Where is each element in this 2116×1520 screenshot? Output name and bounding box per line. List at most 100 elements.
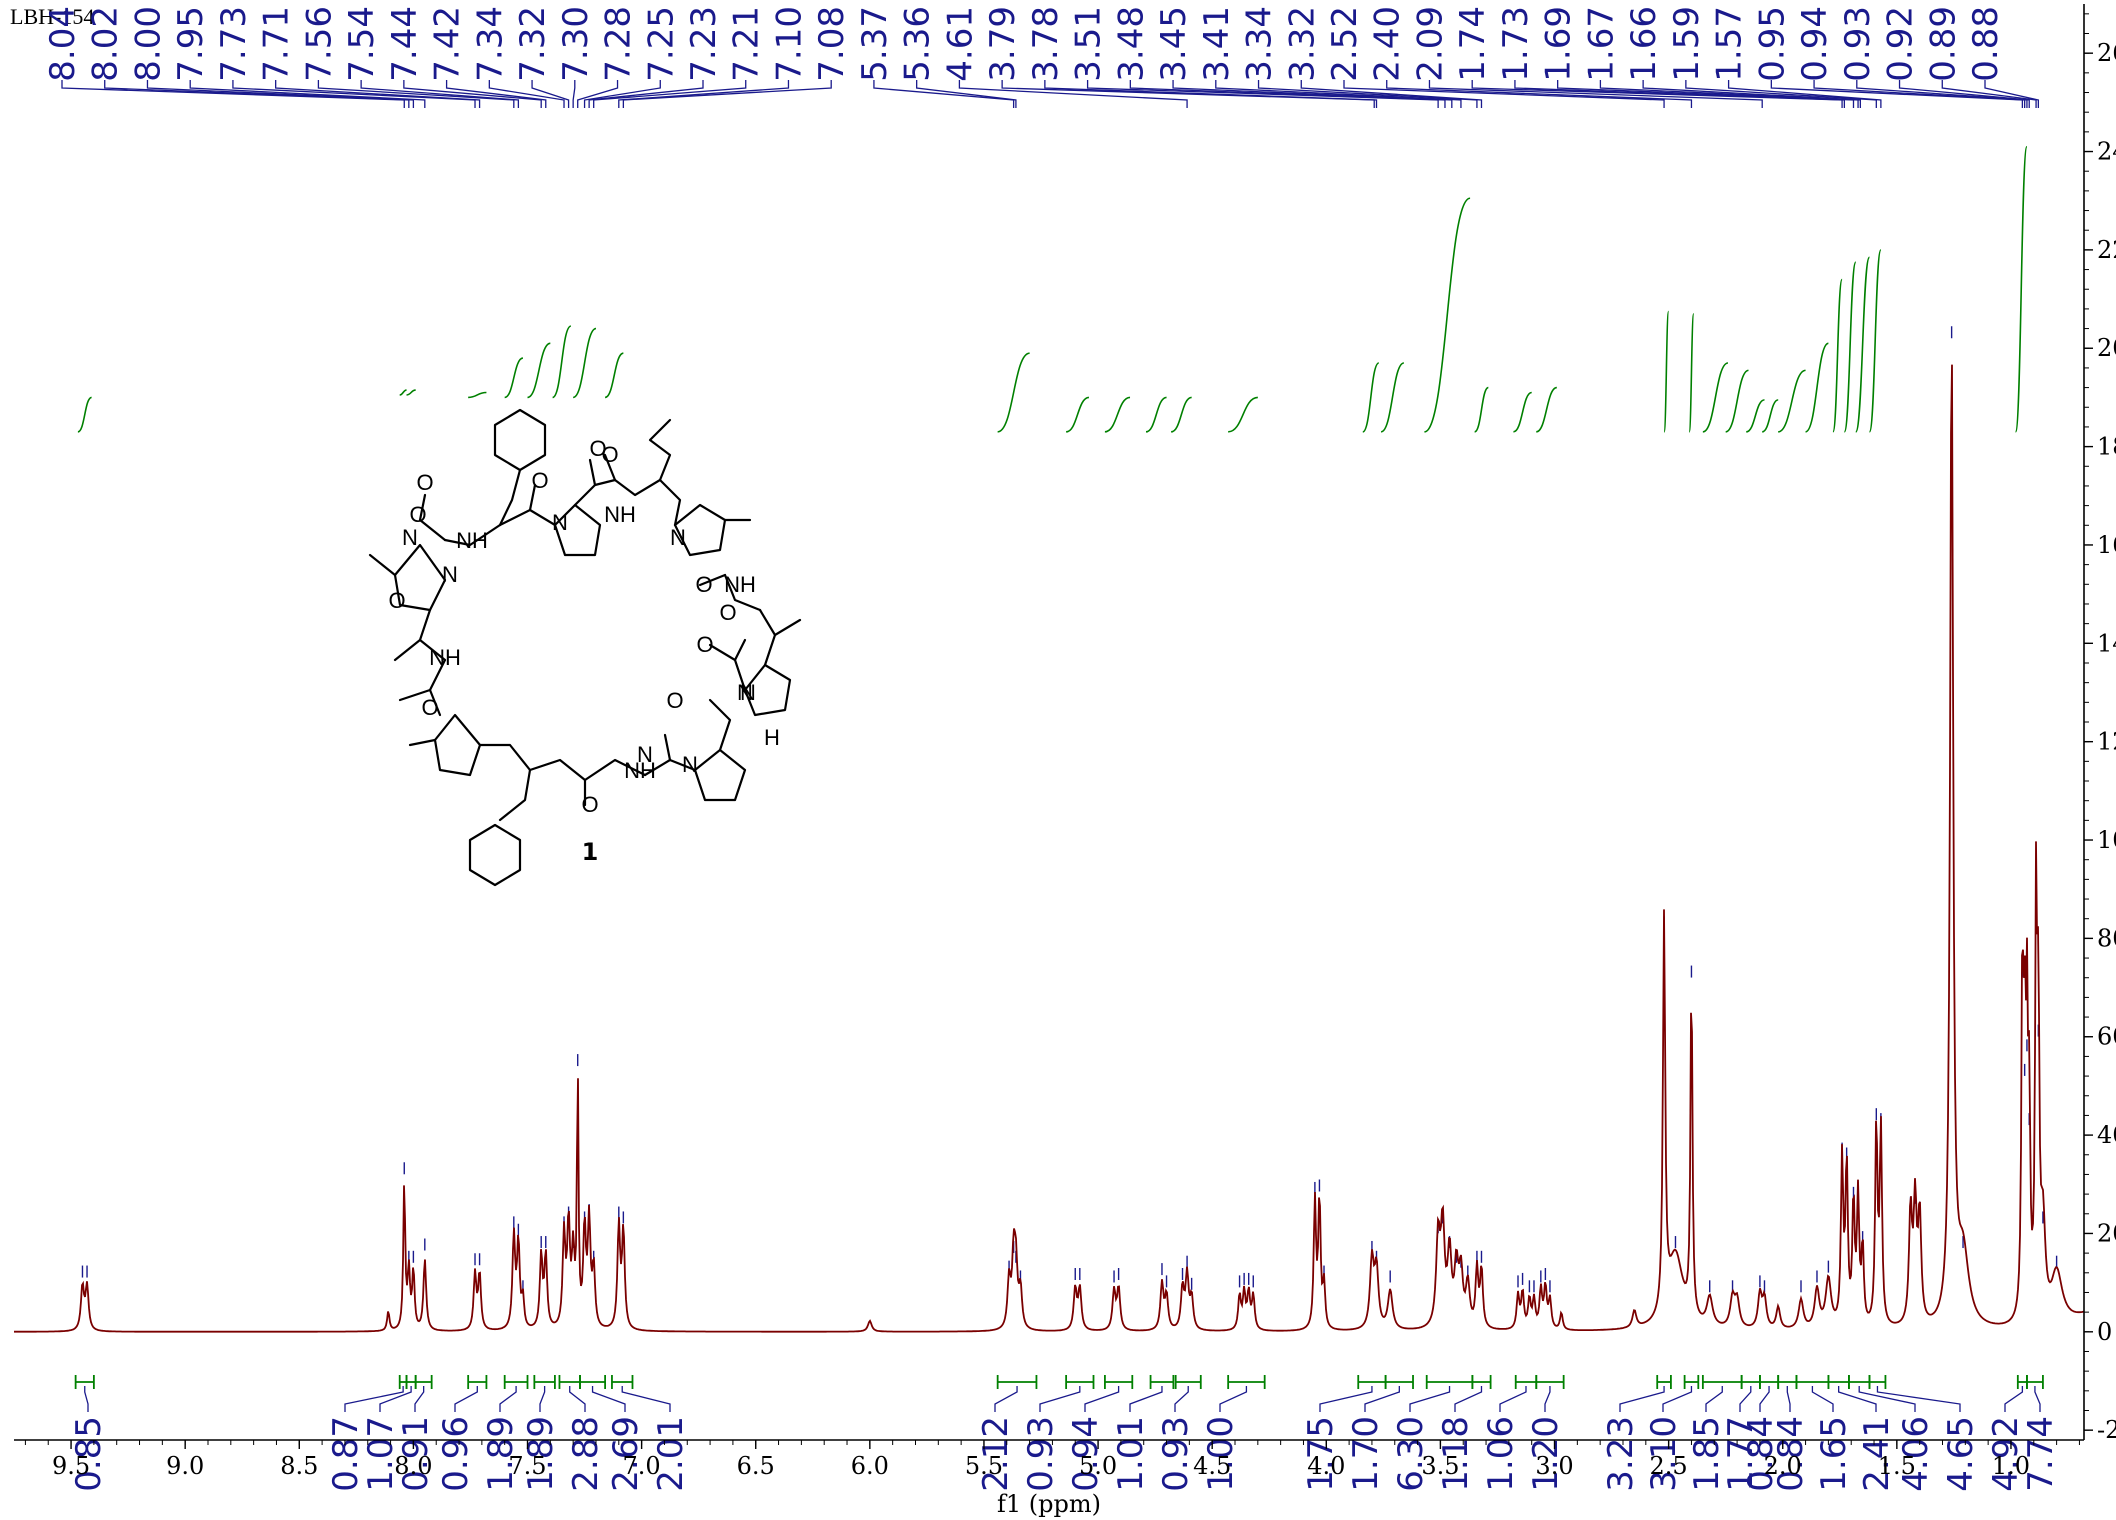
structure-atom: NH	[624, 758, 656, 783]
peak-leader-line	[618, 80, 790, 108]
integral-leader-line	[1786, 1386, 1791, 1412]
structure-atom: NH	[429, 645, 461, 670]
structure-atom: O	[601, 442, 618, 467]
peak-leader-line	[1599, 80, 1859, 108]
integral-value: 2.41	[1857, 1416, 1897, 1492]
integral-leader-line	[1319, 1386, 1373, 1412]
integral-curve	[1513, 391, 1533, 433]
peak-label: 1.59	[1667, 6, 1707, 82]
integral-leader-line	[1858, 1386, 1916, 1412]
peak-leader-line	[488, 80, 565, 108]
structure-atom: N	[442, 562, 458, 587]
integral-leader-line	[994, 1386, 1018, 1412]
y-tick-label: 2400	[2097, 138, 2116, 166]
x-tick-label: 8.0	[394, 1452, 432, 1480]
peak-label: 1.69	[1539, 6, 1579, 82]
integral-leader-line	[1219, 1386, 1248, 1412]
integral-value: 3.23	[1601, 1416, 1641, 1492]
peak-label: 3.41	[1197, 6, 1237, 82]
peak-leader-line	[1172, 80, 1453, 108]
peak-label: 7.25	[641, 6, 681, 82]
integral-value: 0.94	[1066, 1416, 1106, 1492]
peak-leader-line	[445, 80, 547, 108]
y-tick-label: -200	[2097, 1416, 2116, 1444]
integral-curve	[1065, 396, 1090, 433]
peak-leader-line	[189, 80, 426, 108]
x-tick-label: 3.0	[1535, 1452, 1573, 1480]
peak-label: 8.04	[43, 6, 83, 82]
integral-curve	[1424, 197, 1471, 433]
integral-value: 4.92	[1986, 1416, 2026, 1492]
integral-curve	[572, 327, 597, 399]
structure-atom: O	[409, 502, 426, 527]
peak-label: 3.32	[1282, 6, 1322, 82]
peak-leader-line	[1557, 80, 1855, 108]
spectrum-line	[14, 364, 2085, 1333]
integral-value: 2.69	[606, 1416, 646, 1492]
integral-leader-line	[1129, 1386, 1163, 1412]
y-tick-label: 1000	[2097, 826, 2116, 854]
integral-value: 0.87	[326, 1416, 366, 1492]
peak-label: 3.45	[1154, 6, 1194, 82]
integral-leader-line	[1174, 1386, 1189, 1412]
y-tick-label: 2600	[2097, 39, 2116, 67]
peak-label: 7.28	[599, 6, 639, 82]
integral-leader-line	[379, 1386, 412, 1412]
peak-leader-line	[1770, 80, 2024, 108]
peak-label: 0.88	[1966, 6, 2006, 82]
integral-curve	[1104, 396, 1131, 433]
peak-leader-line	[1257, 80, 1478, 108]
peak-label: 2.52	[1325, 6, 1365, 82]
integral-curve-group	[77, 145, 2028, 433]
structure-atom: O	[589, 436, 606, 461]
peak-leader-line	[403, 80, 542, 108]
integral-value: 1.00	[1201, 1416, 1241, 1492]
peak-label: 7.73	[214, 6, 254, 82]
integral-value: 0.85	[69, 1416, 109, 1492]
sample-label: LBH-154	[10, 4, 95, 29]
peak-leader-line	[1001, 80, 1375, 108]
integral-leader-line	[414, 1386, 425, 1412]
x-axis-title: f1 (ppm)	[997, 1490, 1101, 1518]
peak-leader-line	[1044, 80, 1378, 108]
integral-curve	[1362, 362, 1380, 433]
structure-atom: N	[637, 742, 653, 767]
peak-leader-line	[916, 80, 1017, 108]
y-tick-label: 1400	[2097, 629, 2116, 657]
integral-curve	[468, 391, 487, 399]
integral-leader-line	[1039, 1386, 1081, 1412]
integral-value: 0.93	[1021, 1416, 1061, 1492]
peak-label: 1.67	[1581, 6, 1621, 82]
peak-leader-line	[873, 80, 1015, 108]
peak-label: 7.23	[684, 6, 724, 82]
peak-label: 7.44	[385, 6, 425, 82]
integral-value: 1.01	[1111, 1416, 1151, 1492]
integral-leader-line	[1759, 1386, 1770, 1412]
integral-leader-line	[344, 1386, 404, 1412]
peak-leader-line	[1941, 80, 2037, 108]
peak-leader-line	[1856, 80, 2028, 108]
peak-leader-line	[1215, 80, 1462, 108]
structure-atom: O	[388, 588, 405, 613]
integral-leader-line	[454, 1386, 478, 1412]
integral-curve	[2014, 145, 2028, 433]
integral-curve	[77, 396, 93, 433]
integral-value: 1.77	[1721, 1416, 1761, 1492]
peak-leader-line	[1300, 80, 1483, 108]
peak-leader-line	[1086, 80, 1439, 108]
x-tick-label: 4.0	[1307, 1452, 1345, 1480]
integral-value: 7.74	[2021, 1416, 2061, 1492]
peak-label: 2.40	[1368, 6, 1408, 82]
x-tick-label: 2.0	[1764, 1452, 1802, 1480]
integral-leader-line	[1409, 1386, 1451, 1412]
peak-label: 1.73	[1496, 6, 1536, 82]
phenyl-ring-top	[493, 408, 547, 472]
peak-label: 0.94	[1795, 6, 1835, 82]
peak-label: 8.00	[128, 6, 168, 82]
x-tick-label: 8.5	[280, 1452, 318, 1480]
integral-curve	[1688, 313, 1695, 433]
peak-label: 7.08	[812, 6, 852, 82]
peak-leader-line	[61, 80, 405, 108]
integral-leader-line	[1454, 1386, 1483, 1412]
integral-leader-line	[569, 1386, 586, 1412]
